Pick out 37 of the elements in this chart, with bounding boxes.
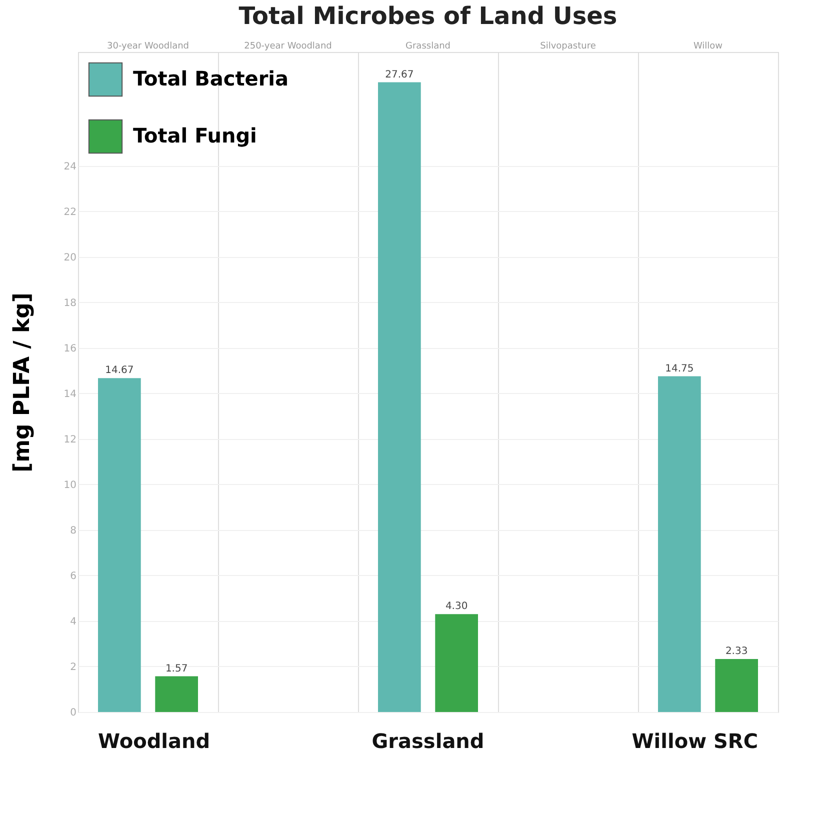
y-tick-label: 20	[64, 252, 76, 264]
y-tick-label: 10	[64, 480, 76, 491]
bar	[658, 376, 701, 712]
y-tick-label: 2	[70, 662, 76, 673]
bar	[378, 82, 421, 712]
y-tick-label: 4	[70, 616, 76, 628]
y-axis-title: [mg PLFA / kg]	[10, 292, 35, 472]
data-label: 14.67	[105, 365, 134, 376]
bar	[715, 658, 758, 712]
data-label: 4.30	[445, 601, 468, 612]
data-label: 27.67	[385, 69, 414, 80]
x-tick-label: Silvopasture	[540, 42, 596, 52]
y-tick-label: 0	[70, 708, 76, 718]
y-tick-label: 8	[70, 525, 76, 536]
chart-title: Total Microbes of Land Uses	[238, 2, 618, 30]
y-tick-label: 14	[64, 388, 76, 400]
text: Woodland	[98, 729, 210, 753]
y-tick-label: 22	[64, 206, 76, 218]
x-tick-label: 30-year Woodland	[106, 42, 190, 52]
bar	[155, 676, 198, 712]
text: Grassland	[372, 729, 484, 753]
legend-label: Total Bacteria	[133, 66, 289, 90]
data-label: 14.75	[665, 363, 694, 374]
x-tick-label: Willow	[693, 42, 723, 52]
text: Willow SRC	[632, 729, 758, 753]
y-tick-label: 16	[64, 343, 76, 354]
x-tick-label: 250-year Woodland	[244, 42, 332, 52]
data-label: 1.57	[165, 663, 188, 674]
legend-label: Total Fungi	[133, 124, 257, 148]
y-tick-label: 24	[64, 161, 76, 172]
y-tick-label: 12	[64, 434, 76, 446]
bar	[98, 378, 141, 712]
y-tick-label: 18	[64, 298, 76, 309]
bar	[435, 614, 478, 712]
data-label: 2.33	[725, 646, 748, 657]
x-tick-label: Grassland	[406, 42, 450, 52]
y-tick-label: 6	[70, 570, 76, 582]
